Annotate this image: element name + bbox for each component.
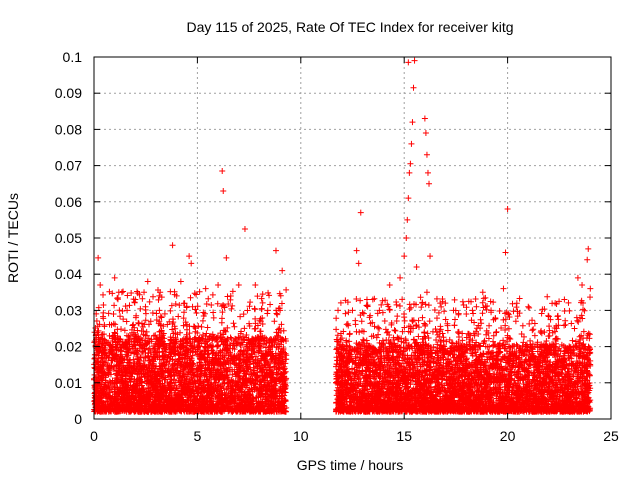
data-point bbox=[110, 311, 117, 318]
data-point bbox=[100, 302, 107, 309]
data-point bbox=[122, 303, 129, 310]
data-point bbox=[123, 353, 130, 360]
data-point bbox=[131, 299, 138, 306]
data-point bbox=[217, 349, 224, 356]
data-point bbox=[106, 288, 113, 295]
data-point bbox=[142, 306, 149, 313]
data-point bbox=[231, 323, 238, 330]
data-point bbox=[267, 301, 274, 308]
data-point bbox=[137, 305, 144, 312]
data-point bbox=[203, 301, 210, 308]
data-point bbox=[193, 291, 200, 298]
data-point bbox=[156, 307, 163, 314]
data-point bbox=[259, 299, 266, 306]
data-point bbox=[205, 365, 212, 372]
data-point bbox=[199, 317, 206, 324]
data-point bbox=[187, 294, 194, 301]
data-point bbox=[204, 324, 211, 331]
data-point bbox=[208, 301, 215, 308]
data-point bbox=[181, 309, 188, 316]
data-point bbox=[139, 324, 146, 331]
data-point bbox=[209, 291, 216, 298]
data-point bbox=[218, 319, 225, 326]
data-point bbox=[274, 311, 281, 318]
data-point bbox=[142, 317, 149, 324]
data-point bbox=[210, 314, 217, 321]
data-point bbox=[116, 307, 123, 314]
data-point bbox=[198, 323, 205, 330]
data-point bbox=[230, 320, 237, 327]
data-point bbox=[247, 299, 254, 306]
data-point bbox=[95, 304, 102, 311]
data-point bbox=[139, 295, 146, 302]
data-point bbox=[271, 318, 278, 325]
data-points bbox=[91, 57, 594, 415]
data-point bbox=[175, 313, 182, 320]
data-point bbox=[241, 325, 248, 332]
data-point bbox=[191, 290, 198, 297]
data-point bbox=[114, 296, 121, 303]
data-point bbox=[105, 310, 112, 317]
chart-title: Day 115 of 2025, Rate Of TEC Index for r… bbox=[186, 19, 513, 35]
data-point bbox=[191, 323, 198, 330]
data-point bbox=[111, 302, 118, 309]
data-point bbox=[248, 371, 255, 378]
data-point bbox=[283, 286, 290, 293]
data-point bbox=[120, 288, 127, 295]
data-point bbox=[93, 318, 100, 325]
data-point bbox=[150, 293, 157, 300]
data-point bbox=[223, 386, 230, 393]
data-point bbox=[257, 328, 264, 335]
data-point bbox=[155, 296, 162, 303]
data-point bbox=[117, 313, 124, 320]
data-point bbox=[205, 295, 212, 302]
data-point bbox=[119, 307, 126, 314]
data-point bbox=[121, 327, 128, 334]
data-point bbox=[109, 290, 116, 297]
data-point bbox=[167, 307, 174, 314]
data-point bbox=[146, 298, 153, 305]
data-point bbox=[251, 325, 258, 332]
data-point bbox=[224, 293, 231, 300]
data-point bbox=[229, 371, 236, 378]
data-point bbox=[228, 305, 235, 312]
data-point bbox=[259, 291, 266, 298]
data-point bbox=[114, 295, 121, 302]
data-point bbox=[100, 291, 107, 298]
data-point bbox=[251, 306, 258, 313]
